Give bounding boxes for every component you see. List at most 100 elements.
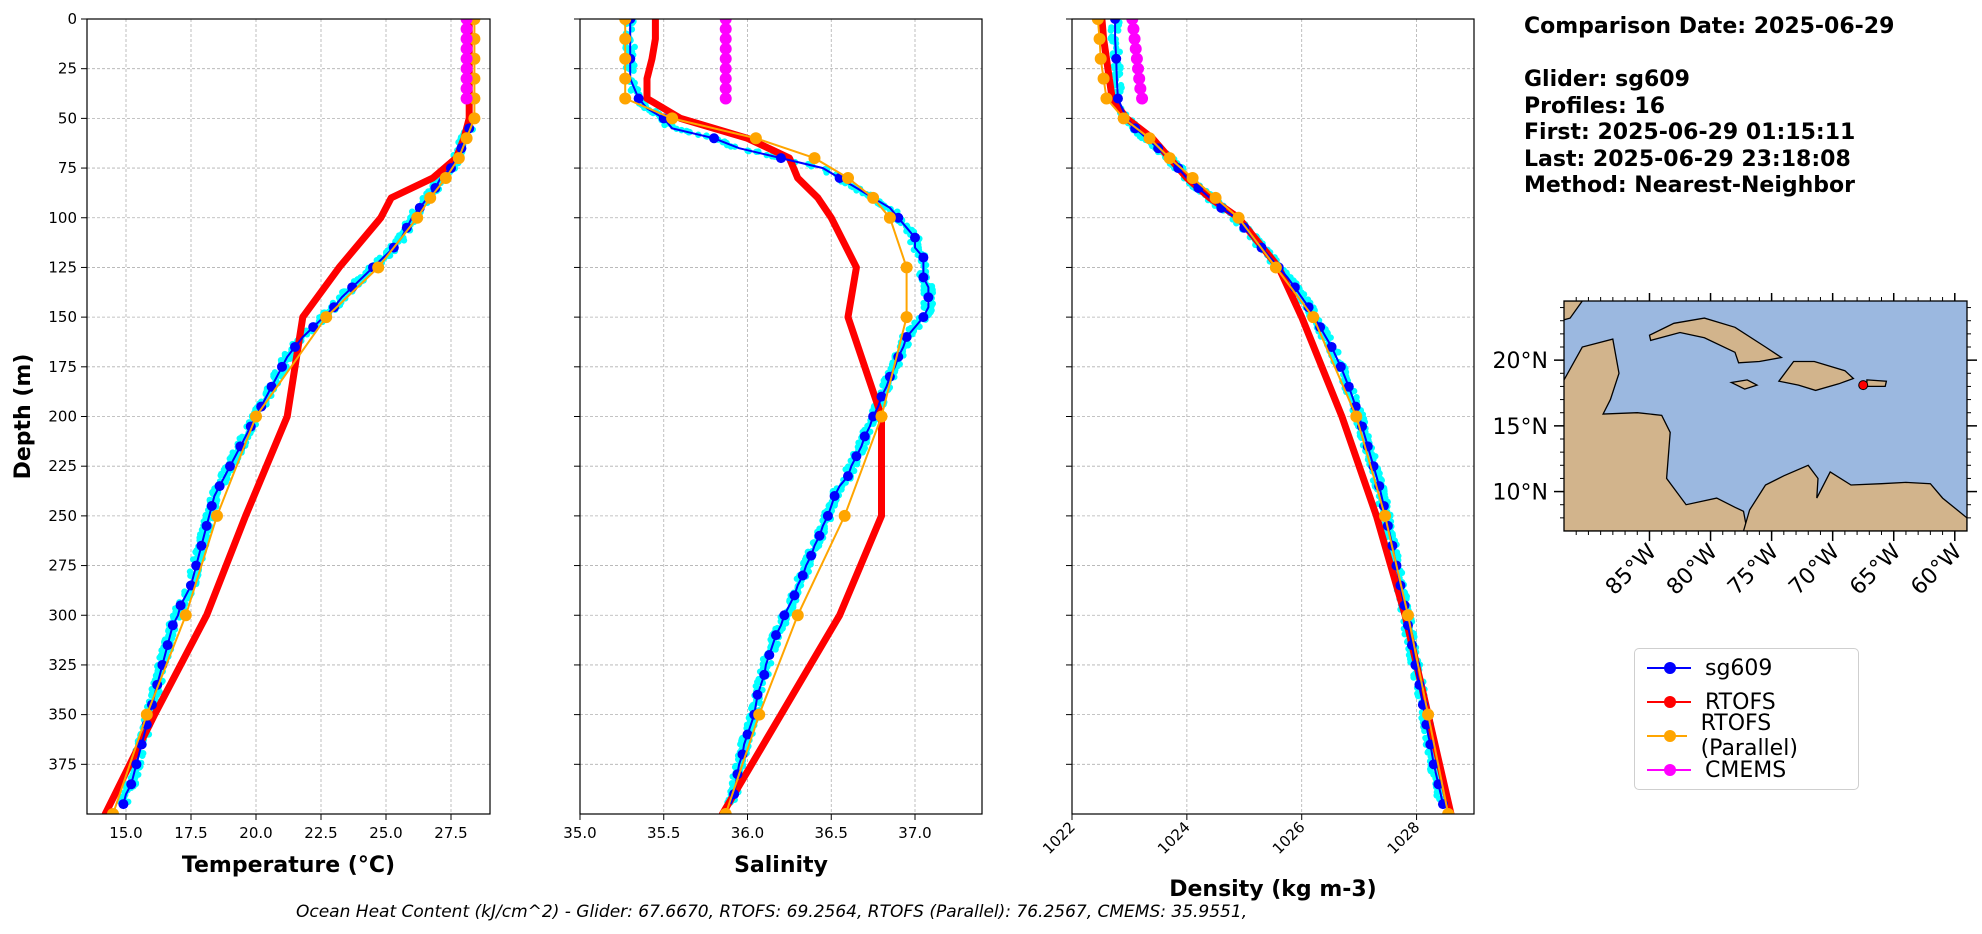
glider-scatter-point — [1372, 453, 1379, 460]
point-sg609 — [829, 491, 840, 501]
point-rtofs-parallel — [838, 509, 851, 522]
point-sg609 — [851, 451, 862, 462]
comparison-info: Comparison Date: 2025-06-29 Glider: sg60… — [1524, 14, 1894, 200]
point-cmems — [1128, 32, 1141, 45]
x-tick-label: 15.0 — [109, 824, 142, 842]
point-rtofs-parallel — [666, 112, 679, 125]
point-sg609 — [1173, 163, 1184, 174]
map-lat-label: 15°N — [1493, 415, 1548, 440]
point-sg609 — [910, 232, 920, 243]
point-rtofs-parallel — [411, 211, 424, 224]
point-cmems — [460, 82, 473, 95]
y-tick-label: 125 — [48, 258, 77, 276]
point-rtofs-parallel — [619, 52, 632, 65]
x-tick-label: 20.0 — [239, 824, 272, 842]
point-sg609 — [430, 182, 441, 193]
point-rtofs-parallel — [900, 261, 913, 274]
point-cmems — [719, 72, 732, 85]
x-tick-label: 1028 — [1384, 818, 1424, 858]
glider-scatter-point — [731, 763, 739, 771]
glider-scatter-point — [879, 382, 886, 389]
point-sg609 — [1428, 759, 1439, 770]
glider-name: Glider: sg609 — [1524, 67, 1690, 92]
legend-item-sg609: sg609 — [1641, 653, 1772, 683]
point-rtofs-parallel — [211, 509, 223, 522]
legend-item-cmems: CMEMS — [1641, 755, 1786, 785]
point-sg609 — [329, 302, 339, 313]
glider-scatter-point — [1116, 48, 1123, 56]
density-panel: 1022 1024 1026 1028 Density (kg m-3) — [1039, 18, 1475, 902]
profile-count: Profiles: 16 — [1524, 93, 1666, 119]
point-rtofs-parallel — [1143, 132, 1156, 145]
point-sg609 — [225, 461, 235, 472]
x-tick-label: 25.0 — [369, 824, 402, 842]
point-sg609 — [126, 779, 137, 790]
point-sg609 — [167, 620, 178, 631]
point-rtofs-parallel — [1091, 19, 1104, 25]
glider-scatter-point — [135, 771, 142, 778]
point-rtofs-parallel — [460, 132, 473, 145]
plot-area — [101, 19, 481, 814]
point-cmems — [1129, 42, 1142, 55]
point-cmems — [460, 19, 473, 25]
location-map: 20°N 15°N 10°N 85°W 80°W 75°W 70°W 65°W 60°W — [1493, 293, 1977, 600]
point-rtofs-parallel — [1117, 112, 1130, 125]
ocean-heat-content-text: Ocean Heat Content (kJ/cm^2) - Glider: 6… — [296, 902, 1248, 922]
point-rtofs-parallel — [867, 191, 880, 204]
glider-scatter-point — [1115, 27, 1122, 34]
y-axis-label: Depth (m) — [11, 354, 36, 480]
point-rtofs-parallel — [1378, 509, 1391, 522]
y-tick-label: 325 — [48, 656, 77, 674]
x-axis-label: Density (kg m-3) — [1169, 877, 1377, 902]
point-cmems — [460, 42, 473, 55]
point-sg609 — [131, 759, 142, 770]
legend-item-rtofs: RTOFS — [1641, 687, 1776, 717]
point-rtofs-parallel — [1209, 191, 1222, 204]
glider-scatter-point — [1377, 475, 1385, 483]
point-cmems — [719, 62, 732, 75]
y-tick-label: 275 — [48, 557, 77, 575]
comparison-date: Comparison Date: 2025-06-29 — [1524, 14, 1895, 39]
point-sg609 — [742, 729, 753, 740]
point-rtofs-parallel — [619, 19, 632, 25]
y-tick-label: 100 — [48, 209, 77, 227]
point-rtofs-parallel — [439, 172, 452, 184]
point-cmems — [719, 22, 732, 35]
glider-scatter-point — [630, 62, 637, 69]
y-tick-label: 0 — [67, 10, 77, 28]
glider-scatter-point — [928, 302, 935, 309]
point-cmems — [719, 42, 732, 55]
point-sg609 — [843, 471, 853, 482]
y-tick-label: 50 — [58, 109, 77, 127]
point-sg609 — [1303, 302, 1314, 313]
legend-swatch — [1647, 721, 1687, 751]
point-cmems — [1132, 62, 1145, 75]
point-cmems — [1133, 72, 1146, 85]
point-rtofs-parallel — [1307, 311, 1320, 324]
glider-position-marker — [1858, 380, 1869, 391]
point-sg609 — [709, 133, 719, 144]
glider-scatter-point — [842, 466, 849, 473]
point-rtofs-parallel — [107, 808, 119, 814]
glider-scatter-point — [1353, 394, 1360, 401]
point-rtofs-parallel — [1422, 708, 1435, 721]
legend-swatch — [1647, 755, 1691, 785]
glider-scatter-point — [631, 43, 638, 51]
point-sg609 — [868, 411, 879, 422]
y-tick-label: 300 — [48, 606, 77, 624]
point-sg609 — [1112, 93, 1123, 104]
map-frame — [1563, 300, 1968, 532]
glider-scatter-point — [1108, 24, 1115, 31]
y-tick-label: 175 — [48, 358, 77, 376]
legend-label: RTOFS (Parallel) — [1700, 711, 1798, 761]
point-sg609 — [1193, 182, 1204, 193]
point-sg609 — [776, 153, 786, 164]
legend-label: sg609 — [1705, 655, 1773, 681]
glider-scatter-point — [1117, 65, 1124, 72]
y-tick-label: 75 — [58, 159, 77, 177]
x-tick-label: 17.5 — [174, 824, 207, 842]
point-sg609 — [806, 550, 817, 561]
legend-swatch — [1647, 653, 1691, 683]
point-cmems — [1134, 82, 1147, 95]
point-sg609 — [118, 799, 129, 810]
